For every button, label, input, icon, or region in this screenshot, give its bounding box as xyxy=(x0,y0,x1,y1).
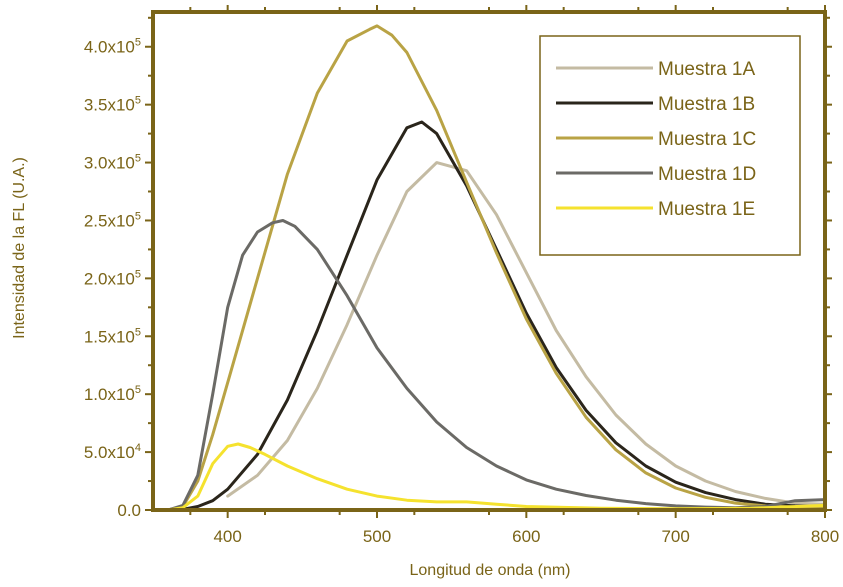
legend-label: Muestra 1D xyxy=(658,164,756,185)
y-axis-title: Intensidad de la FL (U.A.) xyxy=(11,157,28,339)
series-lines xyxy=(151,24,827,512)
y-tick-label: 4.0x105 xyxy=(84,37,141,57)
y-tick-label: 3.0x105 xyxy=(84,153,141,173)
y-tick-label: 0.0 xyxy=(117,501,141,520)
series-line-4 xyxy=(151,219,827,512)
y-tick-label: 2.0x105 xyxy=(84,268,141,288)
series-line-3 xyxy=(151,24,827,512)
x-tick-label: 600 xyxy=(512,527,540,546)
legend-label: Muestra 1A xyxy=(658,59,755,80)
series-line-2 xyxy=(151,120,827,512)
y-tick-label: 1.0x105 xyxy=(84,384,141,404)
x-axis-title: Longitud de onda (nm) xyxy=(410,562,571,579)
legend-label: Muestra 1E xyxy=(658,199,755,220)
series-line-1 xyxy=(226,161,827,506)
x-tick-label: 700 xyxy=(661,527,689,546)
y-tick-label: 1.5x105 xyxy=(84,326,141,346)
legend: Muestra 1A Muestra 1B Muestra 1C Muestra 1D… xyxy=(539,35,801,256)
legend-label: Muestra 1C xyxy=(658,129,756,150)
y-tick-label: 5.0x104 xyxy=(84,442,141,462)
x-tick-label: 800 xyxy=(811,527,839,546)
x-tick-label: 500 xyxy=(363,527,391,546)
y-tick-label: 2.5x105 xyxy=(84,210,141,230)
axis-ticks: 400 500 600 700 800 0.0 5.0x104 1.0x105 1.5x105 2… xyxy=(84,5,839,546)
series-line-5 xyxy=(151,442,827,512)
y-tick-label: 3.5x105 xyxy=(84,95,141,115)
legend-label: Muestra 1B xyxy=(658,94,755,115)
legend-box xyxy=(539,35,801,256)
x-tick-label: 400 xyxy=(213,527,241,546)
